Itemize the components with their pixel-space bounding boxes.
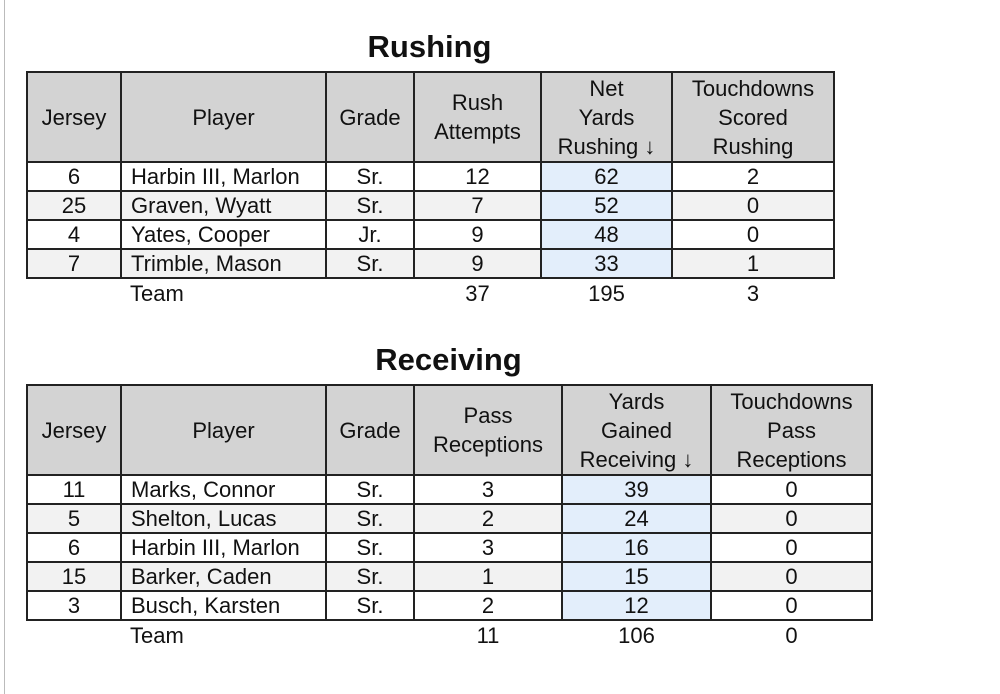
cell: 24 bbox=[561, 503, 712, 534]
cell: 3 bbox=[26, 590, 122, 621]
team-total: 0 bbox=[711, 620, 872, 650]
cell: 39 bbox=[561, 474, 712, 505]
column-header: Grade bbox=[325, 71, 415, 163]
cell: Sr. bbox=[325, 561, 415, 592]
team-total: 195 bbox=[541, 278, 672, 308]
cell: 7 bbox=[413, 190, 542, 221]
team-row: Team 37 195 3 bbox=[27, 278, 834, 308]
cell: 16 bbox=[561, 532, 712, 563]
column-header: Jersey bbox=[26, 71, 122, 163]
cell: 3 bbox=[413, 474, 563, 505]
column-header: Grade bbox=[325, 384, 415, 476]
cell: Jr. bbox=[325, 219, 415, 250]
cell bbox=[27, 278, 121, 308]
cell: 5 bbox=[26, 503, 122, 534]
cell: 12 bbox=[413, 161, 542, 192]
cell: Sr. bbox=[325, 532, 415, 563]
cell bbox=[27, 620, 121, 650]
cell: 15 bbox=[561, 561, 712, 592]
cell: 0 bbox=[710, 532, 873, 563]
column-header: Jersey bbox=[26, 384, 122, 476]
team-label: Team bbox=[121, 278, 326, 308]
column-header: Rush Attempts bbox=[413, 71, 542, 163]
cell: Sr. bbox=[325, 190, 415, 221]
team-total: 37 bbox=[414, 278, 541, 308]
cell: Harbin III, Marlon bbox=[120, 532, 327, 563]
cell: 12 bbox=[561, 590, 712, 621]
header-row: Jersey Player Grade Rush Attempts Net Yards … bbox=[26, 71, 835, 163]
cell: Yates, Cooper bbox=[120, 219, 327, 250]
cell: 9 bbox=[413, 219, 542, 250]
cell: 33 bbox=[540, 248, 673, 279]
cell: 11 bbox=[26, 474, 122, 505]
cell: 4 bbox=[26, 219, 122, 250]
cell: Graven, Wyatt bbox=[120, 190, 327, 221]
team-total: 106 bbox=[562, 620, 711, 650]
team-row: Team 11 106 0 bbox=[27, 620, 872, 650]
data-row: 3 Busch, Karsten Sr. 2 12 0 bbox=[26, 590, 873, 621]
cell: 1 bbox=[671, 248, 835, 279]
section-title: Rushing bbox=[367, 29, 492, 64]
cell: Sr. bbox=[325, 590, 415, 621]
cell: 6 bbox=[26, 532, 122, 563]
cell: Sr. bbox=[325, 503, 415, 534]
data-row: 7 Trimble, Mason Sr. 9 33 1 bbox=[26, 248, 835, 279]
stats-table: Jersey Player Grade Rush Attempts Net Yards … bbox=[26, 71, 835, 308]
cell: 0 bbox=[671, 219, 835, 250]
cell: Busch, Karsten bbox=[120, 590, 327, 621]
data-row: 6 Harbin III, Marlon Sr. 3 16 0 bbox=[26, 532, 873, 563]
cell: Sr. bbox=[325, 161, 415, 192]
team-total: 11 bbox=[414, 620, 562, 650]
stats-table: Jersey Player Grade Pass Receptions Yards Ga… bbox=[26, 384, 873, 650]
cell: 0 bbox=[710, 503, 873, 534]
column-header: Pass Receptions bbox=[413, 384, 563, 476]
cell: Sr. bbox=[325, 248, 415, 279]
column-header: Player bbox=[120, 384, 327, 476]
data-row: 4 Yates, Cooper Jr. 9 48 0 bbox=[26, 219, 835, 250]
column-header: Yards Gained Receiving ↓ bbox=[561, 384, 712, 476]
data-row: 5 Shelton, Lucas Sr. 2 24 0 bbox=[26, 503, 873, 534]
cell: 0 bbox=[710, 474, 873, 505]
team-total: 3 bbox=[672, 278, 834, 308]
column-header: Touchdowns Pass Receptions bbox=[710, 384, 873, 476]
cell: Marks, Connor bbox=[120, 474, 327, 505]
header-row: Jersey Player Grade Pass Receptions Yards Ga… bbox=[26, 384, 873, 476]
column-header: Touchdowns Scored Rushing bbox=[671, 71, 835, 163]
team-label: Team bbox=[121, 620, 326, 650]
cell: 6 bbox=[26, 161, 122, 192]
cell: 0 bbox=[710, 561, 873, 592]
cell: 2 bbox=[671, 161, 835, 192]
data-row: 11 Marks, Connor Sr. 3 39 0 bbox=[26, 474, 873, 505]
cell: Sr. bbox=[325, 474, 415, 505]
cell: 7 bbox=[26, 248, 122, 279]
cell: Barker, Caden bbox=[120, 561, 327, 592]
cell: 0 bbox=[671, 190, 835, 221]
cell: 25 bbox=[26, 190, 122, 221]
cell: 3 bbox=[413, 532, 563, 563]
cell: 9 bbox=[413, 248, 542, 279]
column-header: Net Yards Rushing ↓ bbox=[540, 71, 673, 163]
cell: Shelton, Lucas bbox=[120, 503, 327, 534]
cell: 2 bbox=[413, 503, 563, 534]
cell bbox=[326, 620, 414, 650]
column-header: Player bbox=[120, 71, 327, 163]
cell: 0 bbox=[710, 590, 873, 621]
section-title: Receiving bbox=[375, 342, 522, 377]
cell: 2 bbox=[413, 590, 563, 621]
cell: Harbin III, Marlon bbox=[120, 161, 327, 192]
data-row: 6 Harbin III, Marlon Sr. 12 62 2 bbox=[26, 161, 835, 192]
cell: Trimble, Mason bbox=[120, 248, 327, 279]
cell bbox=[326, 278, 414, 308]
data-row: 25 Graven, Wyatt Sr. 7 52 0 bbox=[26, 190, 835, 221]
cell: 48 bbox=[540, 219, 673, 250]
cell: 52 bbox=[540, 190, 673, 221]
data-row: 15 Barker, Caden Sr. 1 15 0 bbox=[26, 561, 873, 592]
cell: 1 bbox=[413, 561, 563, 592]
page-edge bbox=[4, 0, 5, 694]
cell: 15 bbox=[26, 561, 122, 592]
cell: 62 bbox=[540, 161, 673, 192]
